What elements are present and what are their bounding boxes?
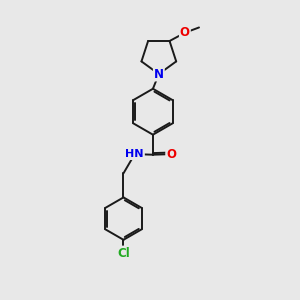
Text: HN: HN	[125, 149, 144, 159]
Text: N: N	[154, 68, 164, 80]
Text: O: O	[166, 148, 176, 160]
Text: Cl: Cl	[117, 247, 130, 260]
Text: O: O	[180, 26, 190, 39]
